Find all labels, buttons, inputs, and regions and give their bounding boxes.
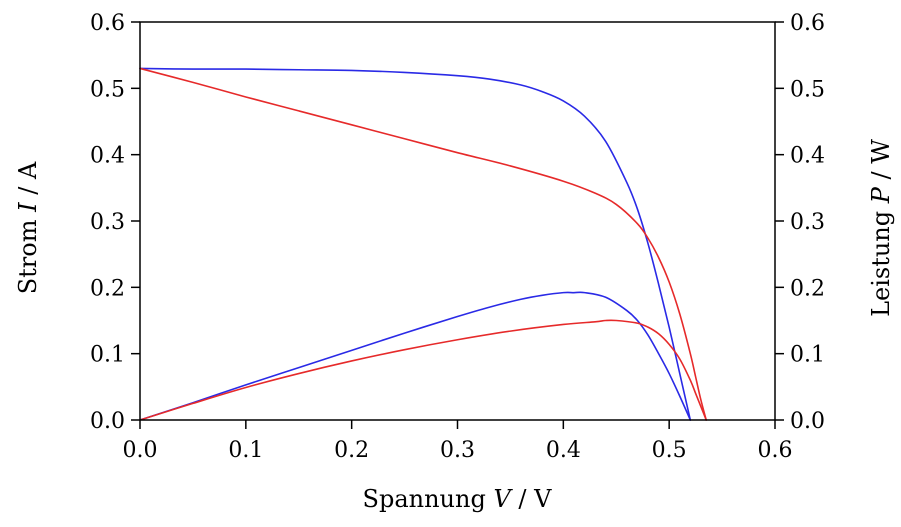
y-tick-label: 0.5 [90,77,125,102]
y-tick-label: 0.0 [90,409,125,434]
y-tick-label: 0.6 [90,11,125,36]
y2-tick-label: 0.4 [790,144,825,169]
series-line-3 [139,291,692,421]
x-tick-label: 0.5 [652,438,687,463]
x-axis-label: Spannung V / V [363,485,553,513]
y-tick-label: 0.2 [90,276,125,301]
x-tick-label: 0.1 [228,438,263,463]
y2-tick-label: 0.6 [790,11,825,36]
y2-tick-label: 0.0 [790,409,825,434]
series-line-2 [139,67,708,421]
y2-tick-label: 0.1 [790,343,825,368]
x-tick-label: 0.4 [546,438,581,463]
x-tick-label: 0.0 [123,438,158,463]
y2-tick-label: 0.2 [790,276,825,301]
x-tick-label: 0.3 [440,438,475,463]
y-tick-label: 0.1 [90,343,125,368]
y-tick-label: 0.4 [90,144,125,169]
series-line-1 [139,67,692,421]
series-line-4 [139,319,708,421]
y2-tick-label: 0.3 [790,210,825,235]
series-layer [139,67,708,421]
y-tick-label: 0.3 [90,210,125,235]
tick-layer: 0.0 0.1 0.2 0.3 0.4 0.5 0.6 0.0 0.1 0.2 0.3 0.4 0.5 0… [90,11,825,463]
y2-axis-label: Leistung P / W [867,139,895,317]
x-tick-label: 0.2 [334,438,369,463]
y-axis-label: Strom I / A [14,161,42,294]
y2-tick-label: 0.5 [790,77,825,102]
x-tick-label: 0.6 [758,438,793,463]
